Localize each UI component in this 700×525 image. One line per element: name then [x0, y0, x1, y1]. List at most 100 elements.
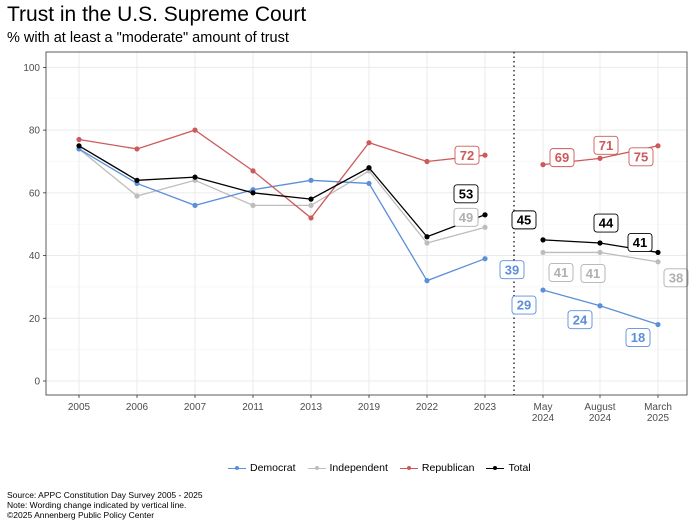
- x-tick-label: 2005: [68, 402, 91, 413]
- independent-label-box: [548, 262, 574, 282]
- independent-data-label: 49: [459, 210, 473, 225]
- republican-point: [482, 152, 488, 158]
- plot-panel-border: [45, 51, 688, 396]
- total-point: [366, 165, 372, 171]
- independent-point: [540, 249, 546, 256]
- democrat-label-box: [567, 310, 593, 330]
- independent-point: [655, 259, 661, 265]
- data-labels: 39 29 24 18 49 41 41 38 72 69 71 75 53 45 44 41: [453, 135, 689, 348]
- total-label-box: [593, 213, 619, 233]
- republican-data-label: 71: [599, 138, 613, 153]
- democrat-label-box: [499, 260, 525, 280]
- total-point: [424, 234, 430, 240]
- republican-point: [424, 158, 430, 165]
- legend-item-republican: Republican: [399, 462, 475, 474]
- footer: Source: APPC Constitution Day Survey 200…: [7, 490, 203, 520]
- republican-label-box: [549, 148, 575, 168]
- x-tick-label: 2011: [242, 402, 264, 413]
- total-data-label: 44: [599, 216, 614, 231]
- republican-label-box: [628, 147, 654, 167]
- democrat-line-segment-1: [78, 148, 486, 282]
- independent-point: [424, 240, 430, 246]
- republican-data-label: 72: [460, 148, 474, 163]
- x-tick-label: 2024: [589, 413, 612, 424]
- total-line-segment-1: [78, 145, 486, 238]
- democrat-point: [424, 278, 430, 284]
- democrat-data-label: 18: [631, 330, 645, 345]
- chart-subtitle: % with at least a "moderate" amount of t…: [7, 30, 289, 46]
- legend-item-total: Total: [486, 462, 531, 474]
- legend-label-republican: Republican: [421, 462, 475, 474]
- republican-point: [540, 162, 546, 168]
- total-label-box: [511, 210, 537, 230]
- legend-label-democrat: Democrat: [250, 462, 296, 474]
- legend-key-total: [486, 462, 505, 474]
- total-label-box: [453, 184, 479, 204]
- legend-key-dot: [314, 466, 319, 470]
- x-tick-label: 2007: [184, 402, 207, 413]
- chart-title: Trust in the U.S. Supreme Court: [7, 3, 307, 26]
- grid: [46, 52, 687, 395]
- legend-key-republican: [399, 462, 418, 474]
- republican-point: [597, 155, 603, 161]
- democrat-data-label: 29: [517, 298, 531, 313]
- independent-point: [308, 202, 314, 208]
- total-data-label: 45: [517, 212, 531, 227]
- total-point: [250, 190, 256, 196]
- total-point: [597, 240, 603, 246]
- total-point: [308, 196, 314, 202]
- total-point: [482, 212, 488, 218]
- x-tick-label: 2013: [300, 402, 323, 413]
- total-data-label: 41: [633, 235, 647, 250]
- y-tick-label: 40: [29, 251, 41, 262]
- independent-label-box: [453, 207, 479, 227]
- republican-point: [76, 136, 82, 143]
- democrat-point: [540, 287, 546, 293]
- axes: 0 20 40 60 80 100 2005 2006 2007 2011 2013 2019 2022…: [23, 63, 672, 424]
- x-tick-label: 2024: [532, 413, 555, 424]
- independent-data-label: 38: [669, 270, 683, 285]
- source-note: Source: APPC Constitution Day Survey 200…: [7, 490, 203, 500]
- independent-data-label: 41: [586, 266, 600, 281]
- republican-data-label: 69: [555, 150, 569, 165]
- republican-data-label: 75: [634, 149, 648, 164]
- republican-label-box: [593, 135, 619, 155]
- democrat-point: [482, 256, 488, 262]
- independent-point: [482, 224, 488, 230]
- legend-key-dot: [406, 466, 411, 470]
- y-tick-label: 80: [29, 126, 41, 137]
- copyright-note: ©2025 Annenberg Public Policy Center: [7, 510, 155, 520]
- legend-key-dot: [493, 466, 498, 470]
- democrat-point: [366, 180, 372, 187]
- x-tick-label: 2006: [126, 402, 149, 413]
- republican-point: [250, 168, 256, 174]
- legend-label-independent: Independent: [329, 462, 388, 474]
- x-tick-label: May: [534, 402, 553, 413]
- republican-line-segment-1: [78, 129, 486, 219]
- y-tick-label: 0: [34, 377, 40, 388]
- republican-point: [366, 140, 372, 146]
- democrat-point: [597, 303, 603, 309]
- independent-point: [134, 193, 140, 199]
- republican-point: [134, 146, 140, 152]
- x-tick-label: 2022: [416, 402, 439, 413]
- republican-point: [655, 143, 661, 149]
- x-tick-label: 2019: [358, 402, 381, 413]
- total-data-label: 53: [459, 186, 473, 201]
- independent-line-segment-1: [78, 148, 486, 244]
- democrat-point: [655, 321, 661, 328]
- legend-key-dot: [235, 466, 239, 470]
- democrat-label-box: [511, 295, 537, 315]
- total-point: [192, 174, 198, 180]
- total-point: [540, 237, 546, 243]
- democrat-point: [308, 177, 314, 183]
- republican-point: [308, 215, 314, 221]
- total-point: [134, 177, 140, 183]
- independent-label-box: [663, 268, 689, 288]
- series-group: [76, 127, 661, 328]
- legend-key-democrat: [228, 462, 246, 474]
- y-tick-label: 20: [29, 314, 41, 325]
- democrat-label-box: [625, 328, 651, 348]
- legend-item-independent: Independent: [307, 462, 388, 474]
